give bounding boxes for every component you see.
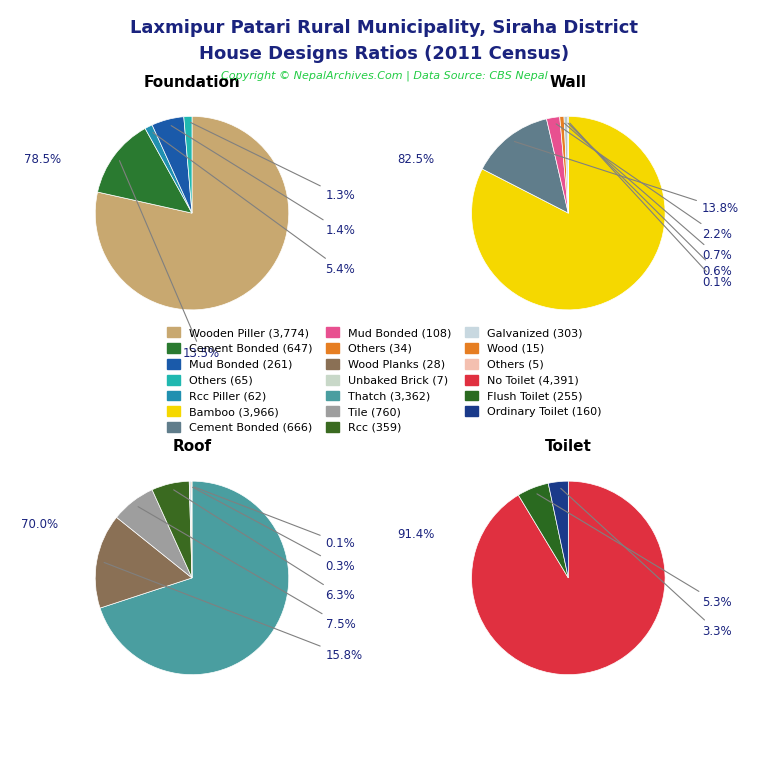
Text: Laxmipur Patari Rural Municipality, Siraha District: Laxmipur Patari Rural Municipality, Sira…	[130, 19, 638, 37]
Wedge shape	[482, 119, 568, 214]
Text: 15.8%: 15.8%	[104, 562, 362, 662]
Text: House Designs Ratios (2011 Census): House Designs Ratios (2011 Census)	[199, 45, 569, 62]
Text: Copyright © NepalArchives.Com | Data Source: CBS Nepal: Copyright © NepalArchives.Com | Data Sou…	[220, 71, 548, 81]
Wedge shape	[547, 117, 568, 214]
Wedge shape	[189, 482, 192, 578]
Text: 0.1%: 0.1%	[194, 487, 356, 550]
Text: 0.7%: 0.7%	[564, 123, 732, 262]
Wedge shape	[472, 117, 665, 310]
Text: 13.8%: 13.8%	[515, 141, 739, 215]
Text: 82.5%: 82.5%	[398, 154, 435, 167]
Wedge shape	[472, 481, 665, 674]
Text: 5.3%: 5.3%	[537, 494, 731, 608]
Wedge shape	[95, 518, 192, 608]
Text: 2.2%: 2.2%	[556, 124, 732, 241]
Title: Foundation: Foundation	[144, 74, 240, 90]
Wedge shape	[152, 482, 192, 578]
Text: 70.0%: 70.0%	[22, 518, 58, 531]
Wedge shape	[152, 117, 192, 214]
Wedge shape	[100, 481, 289, 674]
Text: 1.3%: 1.3%	[190, 122, 356, 202]
Text: 6.3%: 6.3%	[174, 490, 356, 602]
Text: 5.4%: 5.4%	[153, 133, 356, 276]
Wedge shape	[560, 117, 568, 214]
Wedge shape	[117, 490, 192, 578]
Wedge shape	[518, 483, 568, 578]
Text: 0.3%: 0.3%	[193, 488, 355, 573]
Wedge shape	[191, 481, 192, 578]
Title: Toilet: Toilet	[545, 439, 592, 455]
Text: 1.4%: 1.4%	[171, 126, 356, 237]
Legend: Wooden Piller (3,774), Cement Bonded (647), Mud Bonded (261), Others (65), Rcc P: Wooden Piller (3,774), Cement Bonded (64…	[167, 327, 601, 433]
Text: 78.5%: 78.5%	[25, 154, 61, 167]
Wedge shape	[145, 125, 192, 214]
Title: Wall: Wall	[550, 74, 587, 90]
Wedge shape	[98, 128, 192, 214]
Text: 13.5%: 13.5%	[120, 161, 220, 359]
Text: 91.4%: 91.4%	[397, 528, 435, 541]
Wedge shape	[564, 117, 568, 214]
Title: Roof: Roof	[173, 439, 211, 455]
Wedge shape	[548, 481, 568, 578]
Text: 0.1%: 0.1%	[570, 123, 732, 290]
Text: 3.3%: 3.3%	[561, 488, 731, 637]
Text: 0.6%: 0.6%	[568, 123, 732, 278]
Wedge shape	[184, 117, 192, 214]
Wedge shape	[95, 117, 289, 310]
Text: 7.5%: 7.5%	[138, 507, 356, 631]
